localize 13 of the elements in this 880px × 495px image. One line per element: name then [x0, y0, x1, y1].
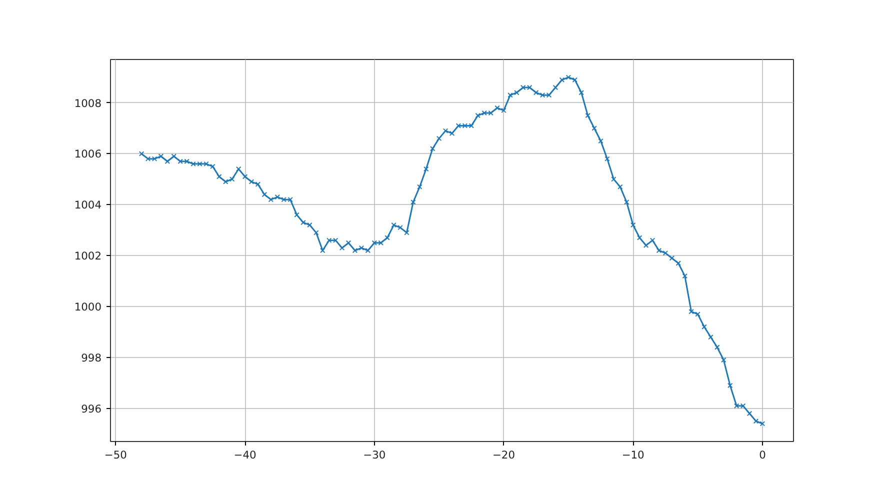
y-tick-label: 1006 — [74, 148, 102, 161]
y-tick-label: 1002 — [74, 250, 102, 263]
x-tick-label: −30 — [363, 448, 386, 462]
x-tick-label: 0 — [759, 448, 766, 462]
y-tick-label: 1004 — [74, 198, 102, 212]
y-tick-label: 998 — [81, 351, 102, 364]
y-tick-label: 1000 — [74, 300, 102, 314]
x-tick-label: −50 — [104, 448, 128, 462]
x-tick-label: −40 — [234, 448, 256, 462]
y-tick-label: 1008 — [74, 96, 102, 110]
x-tick-label: −10 — [622, 448, 645, 462]
y-tick-label: 996 — [81, 402, 102, 416]
x-tick-label: −20 — [492, 448, 516, 462]
